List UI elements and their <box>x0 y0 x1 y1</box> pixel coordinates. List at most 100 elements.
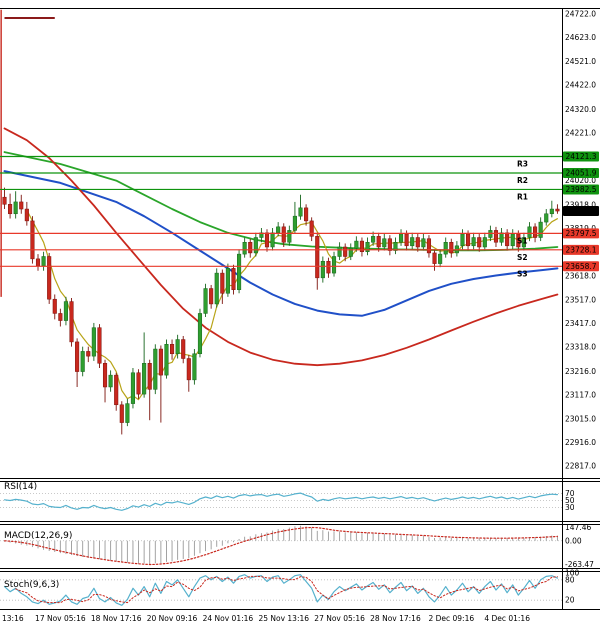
candle-body <box>443 242 448 255</box>
price-tick-label: 24422.0 <box>565 81 596 90</box>
candle-body <box>426 238 432 254</box>
candle-body <box>108 374 113 388</box>
time-label: 2 Dec 09:16 <box>428 614 474 623</box>
time-label: 4 Dec 01:16 <box>484 614 530 623</box>
moving-averages <box>3 127 559 401</box>
ma-blue <box>3 170 559 317</box>
support-resistance-levels[interactable]: R3 R2 R1 S1 S2 S3 <box>0 155 562 279</box>
price-tick-label: 24521.0 <box>565 57 596 66</box>
time-label: 17 Nov 05:16 <box>35 614 86 623</box>
candle-body <box>359 240 364 252</box>
candle-body <box>376 236 381 248</box>
candle-body <box>86 351 91 357</box>
macd-pane[interactable]: 147.46 0.00 -263.47 <box>0 523 594 569</box>
candle-body <box>398 233 404 243</box>
price-tick-label: 23819.0 <box>565 224 596 233</box>
candle-body <box>2 196 7 205</box>
rsi-pane-label: RSI(14) <box>4 482 38 492</box>
candles <box>2 187 560 435</box>
pane-borders <box>0 8 600 610</box>
price-badge[interactable] <box>563 228 599 239</box>
candle-body <box>505 232 510 247</box>
candle-body <box>253 237 258 254</box>
candle-body <box>544 213 549 223</box>
price-tick-label: 23117.0 <box>565 390 596 399</box>
candle-body <box>114 374 119 406</box>
candle-body <box>35 258 41 267</box>
support-label: S3 <box>517 269 528 278</box>
candle-body <box>153 348 158 390</box>
time-label: 27 Nov 05:16 <box>314 614 365 623</box>
price-badge[interactable] <box>563 151 599 162</box>
macd-axis-label: 0.00 <box>565 536 582 545</box>
rsi-level-label: 70 <box>565 489 575 498</box>
candle-body <box>348 247 353 257</box>
candle-body <box>415 237 420 248</box>
candle-body <box>499 232 504 243</box>
stoch-d-line <box>15 575 558 604</box>
price-tick-label: 23417.0 <box>565 319 596 328</box>
price-tick-label: 22916.0 <box>565 438 596 447</box>
price-badge[interactable] <box>563 244 599 255</box>
price-badge[interactable] <box>563 206 599 217</box>
rsi-level-label: 30 <box>565 503 575 512</box>
candle-body <box>533 226 538 238</box>
candle-body <box>58 313 63 321</box>
time-label: 28 Nov 17:16 <box>370 614 421 623</box>
candle-body <box>80 351 85 372</box>
stoch-level-label: 20 <box>565 596 575 605</box>
candle-body <box>538 221 543 238</box>
ma-red <box>3 127 559 367</box>
resistance-label: R3 <box>517 160 528 169</box>
candle-body <box>510 233 515 247</box>
resistance-label: R1 <box>517 192 528 201</box>
macd-pane-label: MACD(12,26,9) <box>4 531 73 541</box>
candle-body <box>119 404 124 423</box>
candle-body <box>331 256 337 274</box>
price-tick-label: 24623.0 <box>565 33 596 42</box>
price-axis[interactable]: 24722.0 24623.0 24521.0 24422.0 24320.0 24221… <box>563 10 599 471</box>
price-badge-text: 23797.5 <box>566 229 597 238</box>
macd-axis-label: 147.46 <box>565 523 591 532</box>
price-badge-text: 24051.9 <box>566 169 597 178</box>
macd-signal-line <box>3 526 559 566</box>
candle-body <box>549 208 554 215</box>
candle-body <box>382 238 387 248</box>
time-axis[interactable]: 13:16 17 Nov 05:16 18 Nov 17:16 20 Nov 09:1… <box>2 614 530 623</box>
candle-body <box>225 268 230 294</box>
candle-body <box>298 207 303 217</box>
candle-body <box>192 353 197 381</box>
price-badge[interactable] <box>563 261 599 272</box>
candle-body <box>142 363 147 395</box>
candle-body <box>231 268 236 290</box>
price-badge-text: 23658.7 <box>566 262 597 271</box>
candle-body <box>237 253 242 290</box>
candle-body <box>466 233 471 247</box>
price-tick-label: 24722.0 <box>565 10 596 19</box>
candle-body <box>393 242 398 251</box>
price-badge[interactable] <box>563 167 599 178</box>
price-tick-label: 24020.0 <box>565 176 596 185</box>
candle-body <box>438 253 443 264</box>
candle-body <box>432 252 437 264</box>
candle-body <box>281 226 286 243</box>
candle-body <box>326 260 331 274</box>
price-tick-label: 23015.0 <box>565 415 596 424</box>
candle-body <box>555 208 560 212</box>
candle-body <box>52 298 57 314</box>
price-badge[interactable] <box>563 184 599 195</box>
candle-body <box>287 230 292 243</box>
candle-body <box>41 256 46 267</box>
candle-body <box>270 232 275 248</box>
rsi-level-label: 50 <box>565 496 575 505</box>
candle-body <box>125 403 130 423</box>
price-badge-text: 23728.1 <box>566 246 597 255</box>
candle-body <box>521 237 526 248</box>
stoch-pane-label: Stoch(9,6,3) <box>4 580 60 590</box>
candle-body <box>19 201 24 210</box>
price-badge-text: 23982.5 <box>566 185 597 194</box>
